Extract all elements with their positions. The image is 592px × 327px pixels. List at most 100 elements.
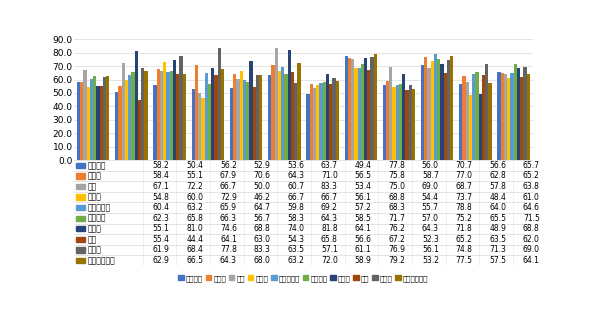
- Bar: [128, 75, 131, 160]
- Text: 백혈병: 백혈병: [88, 246, 102, 254]
- Text: 72.2: 72.2: [186, 182, 203, 191]
- Bar: [76, 205, 85, 210]
- Text: 57.0: 57.0: [422, 214, 439, 223]
- Bar: [281, 67, 284, 160]
- Bar: [173, 60, 176, 160]
- Text: 65.8: 65.8: [321, 235, 338, 244]
- Bar: [271, 65, 275, 160]
- Bar: [201, 98, 205, 160]
- Text: 60.4: 60.4: [153, 203, 170, 212]
- Bar: [115, 93, 118, 160]
- Bar: [440, 64, 444, 160]
- Text: 48.4: 48.4: [489, 193, 506, 202]
- Bar: [218, 48, 221, 160]
- Bar: [514, 64, 517, 160]
- Text: 58.2: 58.2: [153, 161, 169, 170]
- Bar: [134, 51, 138, 160]
- Bar: [268, 75, 271, 160]
- Bar: [319, 83, 323, 160]
- Bar: [310, 84, 313, 160]
- Bar: [336, 81, 339, 160]
- Bar: [80, 82, 83, 160]
- Bar: [431, 61, 434, 160]
- Text: 56.2: 56.2: [220, 161, 237, 170]
- Bar: [76, 215, 85, 221]
- Bar: [214, 76, 218, 160]
- Text: 64.3: 64.3: [321, 214, 338, 223]
- Text: 전립선암: 전립선암: [88, 214, 107, 223]
- Text: 75.8: 75.8: [388, 171, 405, 181]
- Legend: 갑상선암, 대장암, 위암, 유방암, 자궁경부암, 전립선암, 췌장암, 폐암, 백혈병, 비호지킨림프: 갑상선암, 대장암, 위암, 유방암, 자궁경부암, 전립선암, 췌장암, 폐암…: [176, 272, 431, 284]
- Text: 63.5: 63.5: [489, 235, 506, 244]
- Text: 62.3: 62.3: [153, 214, 170, 223]
- Text: 65.7: 65.7: [523, 161, 540, 170]
- Bar: [76, 163, 85, 168]
- Text: 68.8: 68.8: [388, 193, 405, 202]
- Bar: [192, 89, 195, 160]
- Bar: [424, 57, 427, 160]
- Bar: [406, 90, 408, 160]
- Bar: [259, 75, 262, 160]
- Bar: [198, 93, 201, 160]
- Text: 52.3: 52.3: [422, 235, 439, 244]
- Text: 61.0: 61.0: [523, 193, 540, 202]
- Text: 77.8: 77.8: [388, 161, 405, 170]
- Text: 64.0: 64.0: [489, 203, 506, 212]
- Text: 71.7: 71.7: [388, 214, 405, 223]
- Text: 대장암: 대장암: [88, 171, 102, 181]
- Bar: [326, 74, 329, 160]
- Text: 57.5: 57.5: [489, 256, 506, 265]
- Text: 71.3: 71.3: [489, 246, 506, 254]
- Bar: [125, 79, 128, 160]
- Text: 54.4: 54.4: [422, 193, 439, 202]
- Bar: [176, 74, 179, 160]
- Bar: [291, 72, 294, 160]
- Bar: [408, 85, 412, 160]
- Bar: [469, 95, 472, 160]
- Text: 58.7: 58.7: [422, 171, 439, 181]
- Text: 68.0: 68.0: [253, 256, 271, 265]
- Bar: [374, 54, 377, 160]
- Bar: [253, 87, 256, 160]
- Text: 50.4: 50.4: [186, 161, 203, 170]
- Text: 74.8: 74.8: [455, 246, 472, 254]
- Text: 65.2: 65.2: [523, 171, 540, 181]
- Text: 58.4: 58.4: [153, 171, 170, 181]
- Text: 64.7: 64.7: [253, 203, 271, 212]
- Bar: [284, 74, 288, 160]
- Text: 66.7: 66.7: [220, 182, 237, 191]
- Text: 63.0: 63.0: [253, 235, 271, 244]
- Bar: [427, 68, 431, 160]
- Bar: [345, 56, 348, 160]
- Text: 56.6: 56.6: [489, 161, 506, 170]
- Text: 56.1: 56.1: [355, 193, 372, 202]
- Bar: [421, 65, 424, 160]
- Bar: [76, 195, 85, 200]
- Text: 64.3: 64.3: [220, 256, 237, 265]
- Bar: [144, 71, 147, 160]
- Text: 64.6: 64.6: [523, 203, 540, 212]
- Bar: [520, 77, 523, 160]
- Text: 58.9: 58.9: [355, 256, 372, 265]
- Text: 69.0: 69.0: [422, 182, 439, 191]
- Text: 81.8: 81.8: [321, 224, 337, 233]
- Text: 63.2: 63.2: [287, 256, 304, 265]
- Text: 64.1: 64.1: [523, 256, 540, 265]
- Bar: [367, 70, 371, 160]
- Bar: [485, 64, 488, 160]
- Text: 66.5: 66.5: [186, 256, 203, 265]
- Bar: [179, 56, 182, 160]
- Bar: [383, 85, 386, 160]
- Bar: [306, 94, 310, 160]
- Bar: [275, 48, 278, 160]
- Bar: [288, 50, 291, 160]
- Bar: [392, 87, 395, 160]
- Bar: [294, 83, 297, 160]
- Bar: [459, 84, 462, 160]
- Text: 71.0: 71.0: [321, 171, 338, 181]
- Text: 62.8: 62.8: [489, 171, 506, 181]
- Bar: [332, 78, 336, 160]
- Bar: [233, 74, 236, 160]
- Text: 68.7: 68.7: [455, 182, 472, 191]
- Text: 60.7: 60.7: [287, 182, 304, 191]
